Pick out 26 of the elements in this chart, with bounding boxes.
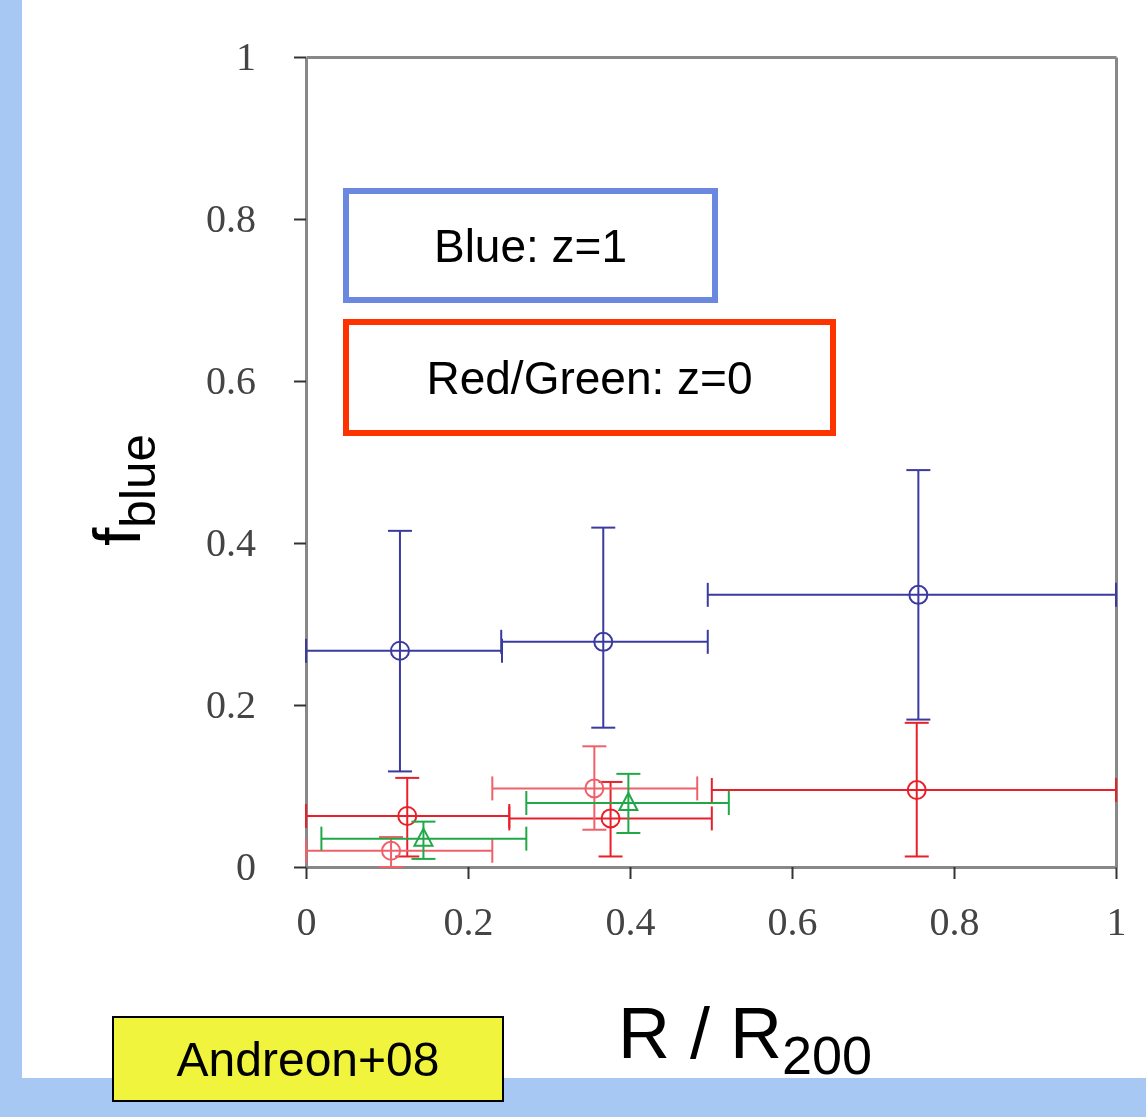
y-tick-label: 1 <box>236 34 256 80</box>
point <box>397 805 418 826</box>
y-tick-label: 0.4 <box>206 520 256 566</box>
point <box>600 808 621 829</box>
text: Andreon+08 <box>176 1033 440 1086</box>
y-tick-label: 0.8 <box>206 196 256 242</box>
point <box>413 827 434 847</box>
point <box>618 792 639 812</box>
x-tick-label: 0 <box>296 899 317 945</box>
annotation: Red/Green: z=0 <box>426 351 753 404</box>
y-tick-label: 0 <box>236 844 256 890</box>
point <box>389 640 410 661</box>
point <box>381 840 402 861</box>
x-tick-label: 0.2 <box>443 899 494 945</box>
point <box>908 584 929 605</box>
y-tick-label: 0.6 <box>206 358 256 404</box>
point <box>593 631 614 652</box>
point <box>584 778 605 799</box>
x-tick-label: 1 <box>1106 899 1127 945</box>
y-tick-label: 0.2 <box>206 682 256 728</box>
x-tick-label: 0.4 <box>605 899 656 945</box>
x-tick-label: 0.6 <box>767 899 818 945</box>
annotation: Blue: z=1 <box>433 219 628 272</box>
x-tick-label: 0.8 <box>929 899 980 945</box>
x-axis-title: R / R$_{200}$ <box>617 993 873 1086</box>
point <box>906 780 927 801</box>
